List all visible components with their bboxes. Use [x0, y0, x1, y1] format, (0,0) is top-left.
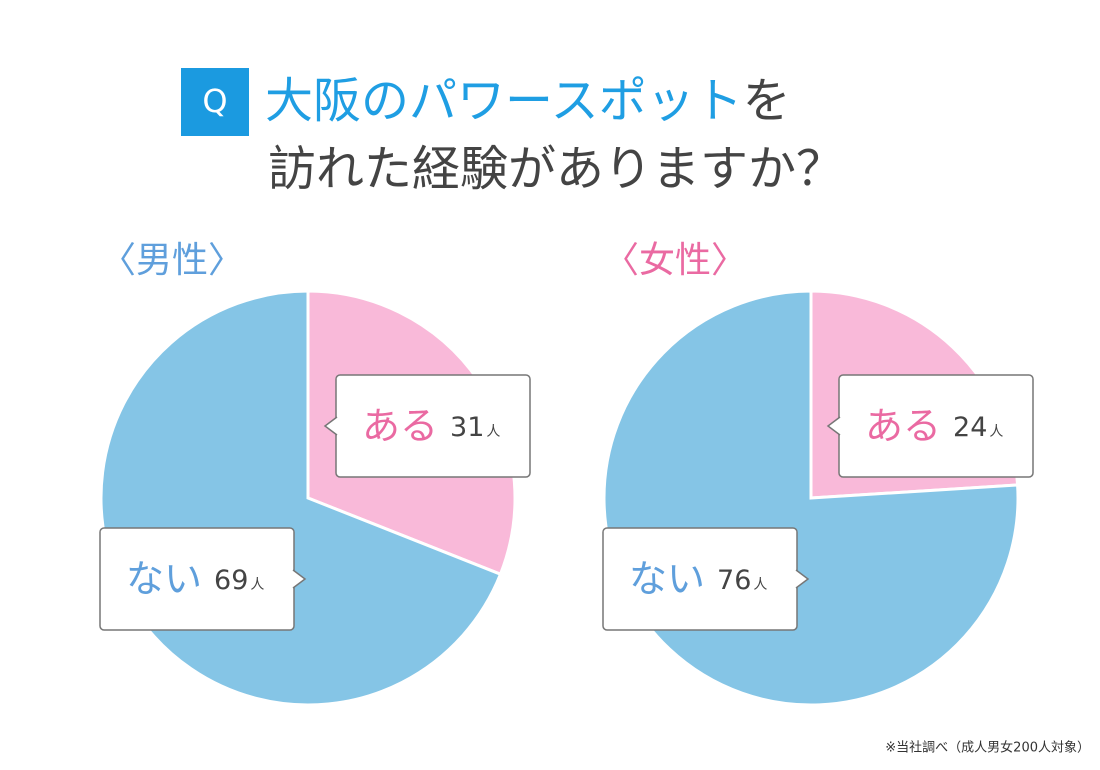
- value-label: 69: [214, 565, 248, 596]
- unit-label: 人: [486, 424, 500, 440]
- category-label: ない: [629, 557, 705, 601]
- callout-pointer: [323, 416, 338, 436]
- q-badge: [181, 68, 249, 136]
- callout-text: ある 24 人: [865, 404, 1003, 448]
- callout: ある 31 人: [323, 374, 531, 478]
- unit-label: 人: [753, 577, 767, 593]
- pie-title: 〈男性〉: [100, 240, 244, 281]
- category-label: ない: [126, 557, 202, 601]
- unit-label: 人: [250, 577, 264, 593]
- category-label: ある: [362, 404, 438, 448]
- q-badge-text: Q: [202, 82, 227, 120]
- callout-pointer: [292, 569, 307, 589]
- pie-title: 〈女性〉: [603, 240, 747, 281]
- value-label: 31: [450, 412, 484, 443]
- value-label: 24: [953, 412, 987, 443]
- callout: ない 69 人: [99, 527, 307, 631]
- question-line-2: 訪れた経験がありますか？: [268, 141, 844, 197]
- question-highlight: 大阪のパワースポット: [265, 73, 743, 129]
- callout: ある 24 人: [826, 374, 1034, 478]
- callout-text: ない 76 人: [629, 557, 767, 601]
- category-label: ある: [865, 404, 941, 448]
- callout-pointer: [826, 416, 841, 436]
- callout-text: ない 69 人: [126, 557, 264, 601]
- question-line-1: 大阪のパワースポットを: [265, 73, 791, 129]
- unit-label: 人: [989, 424, 1003, 440]
- callout: ない 76 人: [602, 527, 810, 631]
- value-label: 76: [717, 565, 751, 596]
- callout-text: ある 31 人: [362, 404, 500, 448]
- question-rest: を: [743, 73, 791, 129]
- footnote: ※当社調べ（成人男女200人対象）: [885, 740, 1090, 756]
- callout-pointer: [795, 569, 810, 589]
